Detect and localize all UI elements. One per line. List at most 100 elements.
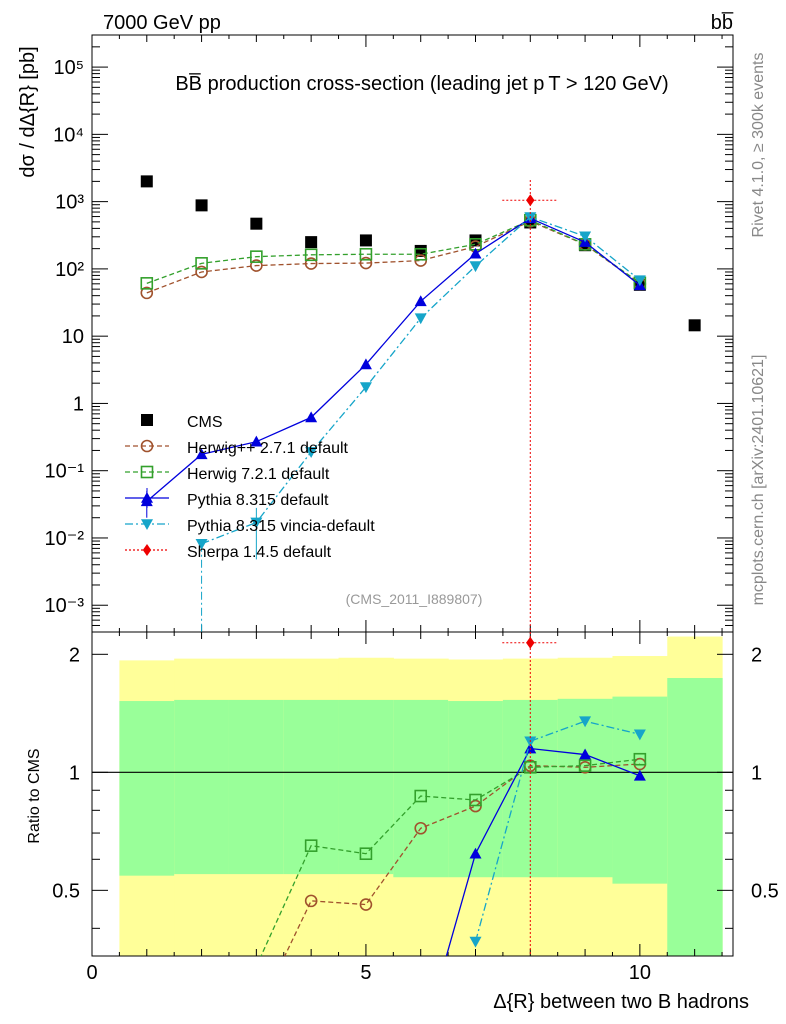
process-label: bb̅	[711, 11, 734, 34]
data-point	[250, 259, 263, 272]
ratio-point	[359, 898, 373, 911]
series-5	[502, 179, 559, 632]
legend-label: Herwig++ 2.7.1 default	[187, 440, 349, 457]
ratio-point	[579, 748, 592, 760]
legend-label: Pythia 8.315 default	[187, 492, 329, 509]
series-4	[195, 212, 646, 632]
main-frame	[91, 34, 734, 633]
y-tick-label: 1	[73, 393, 84, 415]
data-point	[359, 382, 372, 394]
analysis-id: (CMS_2011_I889807)	[346, 591, 483, 607]
x-axis-label: Δ{R} between two B hadrons	[493, 991, 749, 1013]
ratio-point	[633, 729, 646, 741]
ratio-point	[633, 752, 647, 766]
data-point	[195, 199, 208, 212]
data-point	[359, 256, 373, 270]
ratio-point	[304, 839, 318, 852]
ratio-y-tick-label-right: 0.5	[751, 880, 779, 902]
ratio-series-4	[502, 632, 559, 956]
y-tick-label: 10⁵	[53, 57, 84, 79]
data-point	[195, 448, 208, 460]
data-point	[579, 231, 592, 243]
data-point	[414, 247, 428, 261]
series-line	[146, 220, 641, 294]
data-point	[140, 286, 154, 300]
band-green	[667, 678, 723, 956]
ratio-point	[469, 793, 482, 807]
data-point	[359, 247, 373, 261]
main-panel-series	[140, 175, 701, 632]
data-point	[359, 234, 372, 247]
ratio-line	[474, 720, 641, 942]
data-point	[414, 295, 427, 307]
series-0	[140, 175, 701, 332]
legend-marker	[141, 519, 153, 530]
band-green	[174, 699, 230, 875]
ratio-frame	[91, 631, 734, 957]
y-tick-label: 10⁻¹	[45, 461, 85, 483]
data-point	[250, 217, 263, 230]
series-1	[140, 214, 647, 300]
ratio-y-tick-label-right: 1	[751, 762, 762, 784]
data-point	[250, 250, 263, 263]
data-point	[469, 247, 482, 259]
x-tick-label: 10	[629, 962, 651, 984]
legend-label: Herwig 7.2.1 default	[187, 466, 330, 483]
ratio-point	[579, 716, 592, 728]
ratio-line	[284, 763, 640, 956]
band-green	[393, 699, 449, 878]
ratio-panel-series	[260, 632, 647, 956]
ratio-point	[633, 769, 646, 781]
ratio-point	[304, 894, 318, 908]
legend-marker	[140, 439, 154, 453]
ratio-point	[526, 636, 535, 649]
ratio-point	[469, 847, 482, 859]
x-tick-label: 5	[360, 962, 371, 984]
data-point	[469, 261, 482, 273]
y-tick-label: 10⁴	[53, 124, 84, 146]
series-line	[146, 217, 641, 502]
legend-marker	[141, 492, 153, 503]
chart-title: BB̅ production cross-section (leading je…	[175, 72, 668, 95]
ratio-panel-axes: 0 5 10 0.5 0.5 1 1 2 2	[52, 620, 779, 984]
ratio-y-axis-label: Ratio to CMS	[26, 748, 43, 843]
band-green	[338, 699, 394, 875]
series-line	[146, 219, 641, 284]
series-2	[140, 213, 647, 290]
y-tick-label: 10⁻²	[45, 528, 85, 550]
data-point	[305, 411, 318, 423]
y-tick-label: 10⁻³	[45, 595, 85, 617]
ratio-point	[414, 821, 428, 835]
data-point	[195, 265, 208, 279]
data-point	[304, 257, 318, 270]
data-point	[140, 277, 154, 290]
data-point	[305, 236, 318, 249]
ratio-series-1	[260, 752, 647, 956]
data-point	[305, 447, 318, 458]
energy-label: 7000 GeV pp	[103, 12, 221, 34]
legend-label: Pythia 8.315 vincia-default	[187, 518, 375, 535]
ratio-point	[359, 847, 373, 861]
main-panel-axes: 10⁻³ 10⁻² 10⁻¹ 1 10 10² 10³ 10⁴ 10⁵	[45, 34, 734, 633]
data-point	[688, 319, 701, 332]
data-point	[195, 257, 208, 270]
legend-marker	[142, 544, 152, 556]
legend-marker	[141, 414, 153, 426]
ratio-point	[578, 759, 592, 772]
legend-marker	[140, 465, 154, 479]
data-point	[195, 538, 208, 550]
data-point	[414, 313, 427, 325]
rivet-label: Rivet 4.1.0, ≥ 300k events	[750, 53, 767, 238]
data-point	[304, 248, 318, 262]
x-tick-label: 0	[86, 962, 97, 984]
data-point	[140, 175, 153, 188]
y-tick-label: 10²	[55, 259, 84, 281]
ratio-y-tick-label: 2	[69, 644, 80, 666]
ratio-y-tick-label-right: 2	[751, 644, 762, 666]
data-point	[526, 194, 535, 207]
ratio-y-tick-label: 0.5	[52, 880, 80, 902]
main-y-axis-label: dσ / dΔ{R} [pb]	[17, 46, 39, 177]
y-tick-label: 10	[62, 326, 84, 348]
y-tick-label: 10³	[55, 192, 84, 214]
band-green	[612, 696, 668, 884]
